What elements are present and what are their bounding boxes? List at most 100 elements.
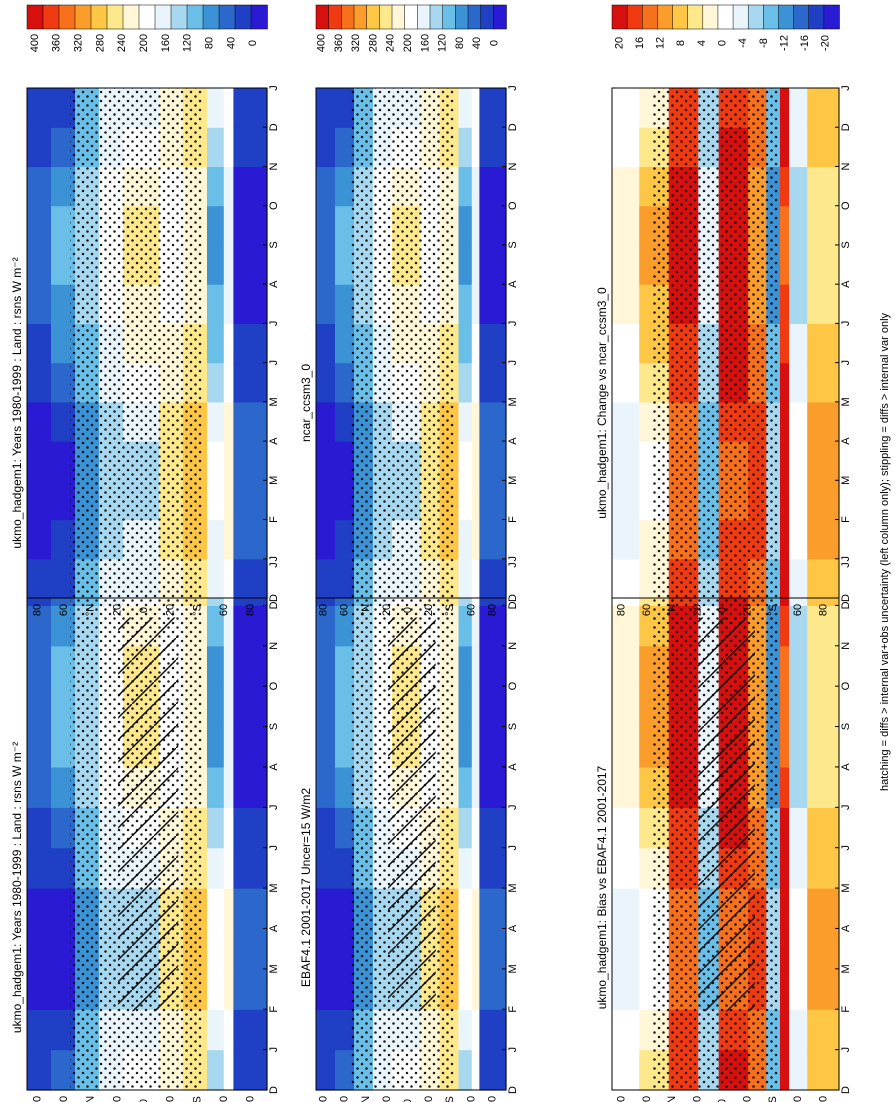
colorbar-label: 40 — [225, 37, 237, 49]
month-tick-label: A — [840, 763, 852, 771]
month-tick-label: A — [507, 280, 519, 288]
heat-cell — [335, 519, 355, 560]
heat-cell — [223, 88, 234, 128]
heat-cell — [479, 362, 507, 403]
heat-cell — [316, 807, 336, 849]
heat-cell — [233, 166, 268, 207]
month-tick-label: O — [840, 681, 852, 690]
month-tick-label: D — [268, 594, 280, 602]
month-tick-label: A — [507, 437, 519, 445]
heat-cell — [789, 166, 808, 207]
colorbar-swatch — [793, 4, 810, 30]
heat-cell — [779, 605, 790, 647]
heat-cell — [458, 205, 473, 246]
colorbar-swatch — [122, 4, 140, 30]
panel-title: ukmo_hadgem1: Years 1980-1999 : Land : r… — [10, 742, 24, 1033]
heat-cell — [471, 558, 480, 599]
heat-cell — [479, 558, 507, 599]
month-tick-label: M — [507, 476, 519, 485]
heat-cell — [316, 205, 336, 246]
heat-cell — [789, 726, 808, 768]
month-tick-label: A — [840, 437, 852, 445]
colorbar-swatch — [234, 4, 252, 30]
heat-cell — [458, 726, 473, 768]
heat-cell — [335, 441, 355, 481]
heat-cell — [207, 323, 225, 364]
heat-cell — [335, 480, 355, 521]
heat-cell — [316, 362, 336, 403]
lat-tick-label: 0 — [717, 607, 729, 613]
month-tick-label: A — [268, 924, 280, 932]
colorbar-label: -4 — [737, 38, 749, 48]
heat-cell — [779, 401, 790, 442]
heat-cell — [807, 284, 840, 324]
month-tick-label: N — [507, 162, 519, 170]
heat-cell — [335, 558, 355, 599]
lat-tick-label: 60 — [641, 604, 653, 616]
plot-frame — [26, 87, 268, 599]
month-tick-label: M — [840, 397, 852, 406]
colorbar-swatch — [702, 4, 719, 30]
colorbar-swatch — [717, 4, 734, 30]
heat-cell — [612, 807, 640, 849]
heat-cell — [207, 244, 225, 285]
heat-cell — [233, 323, 268, 364]
heat-cell — [335, 244, 355, 285]
hatching — [118, 617, 179, 1012]
stippling — [70, 88, 203, 598]
heat-cell — [223, 968, 234, 1010]
colorbar-label: 40 — [471, 37, 483, 49]
lat-tick-label: 80 — [616, 604, 628, 616]
heat-cell — [223, 323, 234, 364]
colorbar-label: -16 — [799, 35, 811, 51]
heat-cell — [233, 645, 268, 687]
heat-cell — [233, 88, 268, 128]
heat-cell — [233, 928, 268, 970]
lat-tick-label: 60 — [58, 604, 70, 616]
month-tick-label: M — [507, 883, 519, 892]
heat-cell — [233, 480, 268, 521]
month-tick-label: O — [268, 201, 280, 210]
lat-tick-label: 20 — [691, 604, 703, 616]
heat-cell — [612, 441, 640, 481]
heat-cell — [335, 888, 355, 930]
colorbar-label: 20 — [613, 37, 625, 49]
heat-cell — [471, 1009, 480, 1051]
heat-cell — [27, 401, 52, 442]
heat-cell — [779, 766, 790, 808]
heat-cell — [233, 807, 268, 849]
heat-cell — [612, 766, 640, 808]
heat-cell — [471, 645, 480, 687]
heat-cell — [789, 686, 808, 728]
heat-cell — [316, 726, 336, 768]
heat-cell — [471, 480, 480, 521]
heat-cell — [807, 480, 840, 521]
heat-cell — [612, 645, 640, 687]
heat-cell — [207, 88, 225, 128]
heat-cell — [335, 686, 355, 728]
lat-tick-label: 0 — [138, 607, 150, 613]
month-tick-label: M — [507, 397, 519, 406]
heat-cell — [779, 645, 790, 687]
heat-cell — [779, 558, 790, 599]
heat-cell — [458, 401, 473, 442]
heat-cell — [233, 284, 268, 324]
plot-frame — [315, 87, 507, 599]
month-tick-label: D — [840, 123, 852, 131]
colorbar-abs: 400 360 320 280 240 200 160 120 80 40 0 — [26, 4, 268, 52]
heat-cell — [27, 888, 52, 930]
heat-cell — [807, 686, 840, 728]
heat-cell — [471, 284, 480, 324]
heat-cell — [779, 1049, 790, 1091]
heat-cell — [479, 807, 507, 849]
heat-cell — [779, 480, 790, 521]
heat-cell — [779, 441, 790, 481]
heat-cell — [612, 88, 640, 128]
heat-cell — [807, 968, 840, 1010]
lat-tick-label: 20 — [111, 1096, 123, 1102]
heat-cell — [789, 88, 808, 128]
month-tick-label: N — [268, 642, 280, 650]
heat-cell — [458, 847, 473, 889]
heat-cell — [471, 686, 480, 728]
